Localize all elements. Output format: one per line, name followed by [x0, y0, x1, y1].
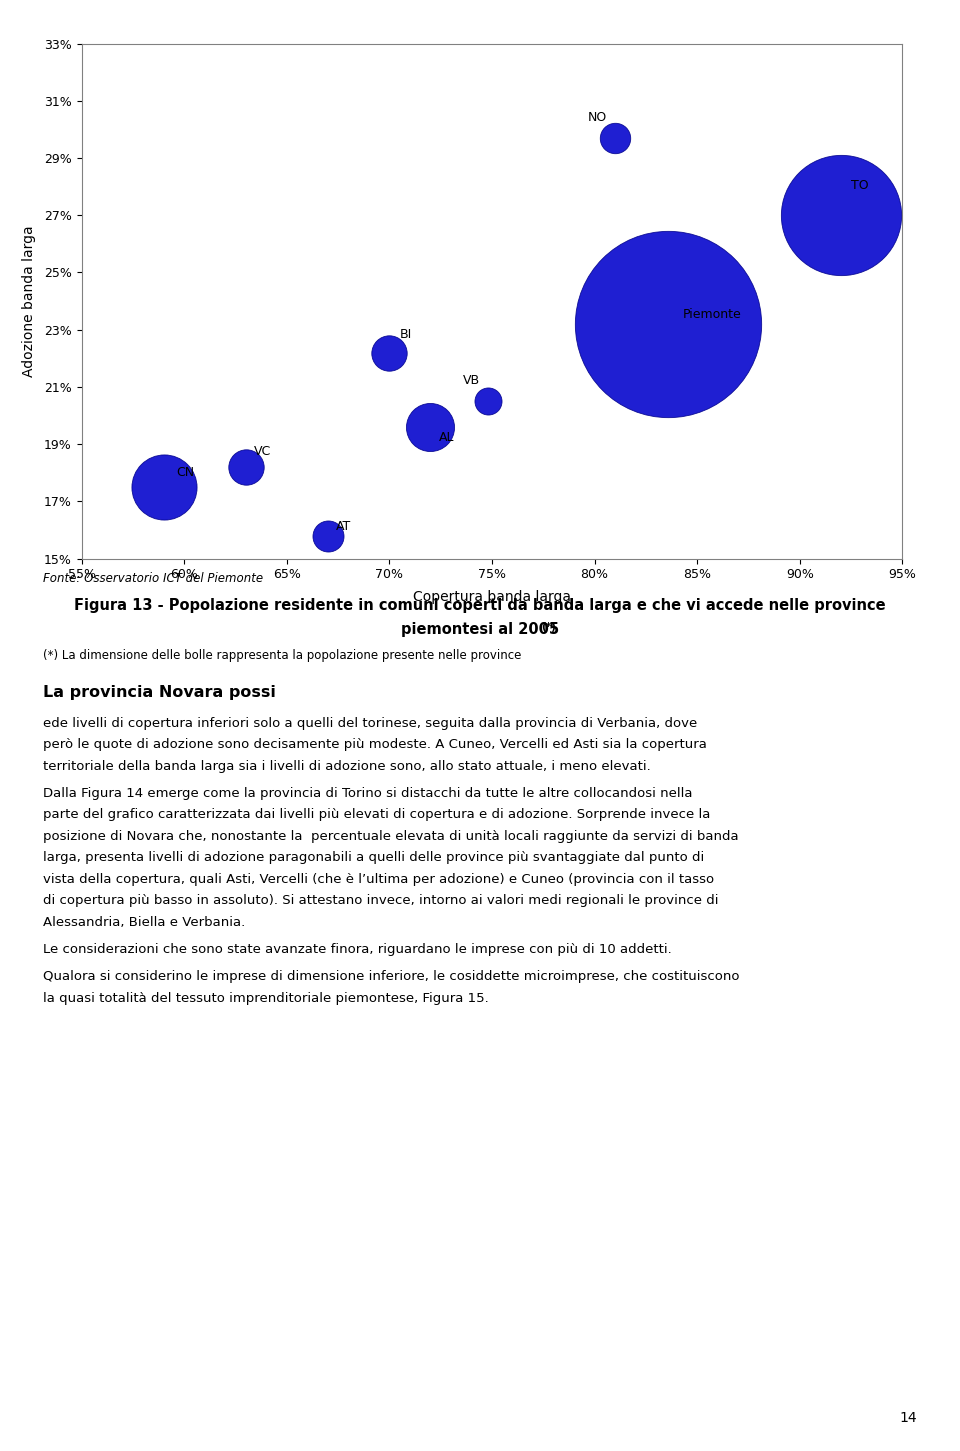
Text: ede livelli di copertura inferiori solo a quelli del torinese, seguita dalla pro: ede livelli di copertura inferiori solo … — [43, 717, 698, 730]
Text: CN: CN — [176, 466, 194, 479]
Y-axis label: Adozione banda larga: Adozione banda larga — [22, 225, 36, 377]
Text: 14: 14 — [900, 1410, 917, 1425]
Text: Le considerazioni che sono state avanzate finora, riguardano le imprese con più : Le considerazioni che sono state avanzat… — [43, 943, 672, 956]
Point — [480, 390, 495, 414]
Point — [833, 203, 849, 226]
Text: Figura 13 - Popolazione residente in comuni coperti da banda larga e che vi acce: Figura 13 - Popolazione residente in com… — [74, 598, 886, 612]
Text: posizione di Novara che, nonostante la  percentuale elevata di unità locali ragg: posizione di Novara che, nonostante la p… — [43, 830, 739, 843]
Text: però le quote di adozione sono decisamente più modeste. A Cuneo, Vercelli ed Ast: però le quote di adozione sono decisamen… — [43, 739, 708, 752]
Text: TO: TO — [852, 180, 869, 193]
Text: Piemonte: Piemonte — [683, 308, 741, 321]
Text: vista della copertura, quali Asti, Vercelli (che è l’ultima per adozione) e Cune: vista della copertura, quali Asti, Verce… — [43, 874, 714, 887]
Text: (*): (*) — [541, 622, 556, 633]
Text: la quasi totalità del tessuto imprenditoriale piemontese, Figura 15.: la quasi totalità del tessuto imprendito… — [43, 992, 489, 1006]
Point — [422, 415, 438, 438]
Text: di copertura più basso in assoluto). Si attestano invece, intorno ai valori medi: di copertura più basso in assoluto). Si … — [43, 894, 719, 907]
Text: Alessandria, Biella e Verbania.: Alessandria, Biella e Verbania. — [43, 916, 246, 929]
Text: VB: VB — [463, 374, 480, 387]
Point — [238, 456, 253, 479]
Text: VC: VC — [254, 445, 272, 459]
Text: Qualora si considerino le imprese di dimensione inferiore, le cosiddette microim: Qualora si considerino le imprese di dim… — [43, 971, 740, 984]
Text: AL: AL — [439, 431, 454, 444]
Text: Dalla Figura 14 emerge come la provincia di Torino si distacchi da tutte le altr: Dalla Figura 14 emerge come la provincia… — [43, 786, 693, 800]
Point — [382, 341, 397, 364]
Point — [608, 126, 623, 149]
X-axis label: Copertura banda larga: Copertura banda larga — [413, 589, 571, 604]
Text: NO: NO — [588, 110, 607, 123]
Text: Fonte: Osservatorio ICT del Piemonte: Fonte: Osservatorio ICT del Piemonte — [43, 572, 263, 585]
Text: territoriale della banda larga sia i livelli di adozione sono, allo stato attual: territoriale della banda larga sia i liv… — [43, 760, 651, 773]
Text: AT: AT — [336, 519, 351, 533]
Point — [320, 524, 335, 547]
Text: La provincia Novara possi: La provincia Novara possi — [43, 685, 276, 699]
Text: parte del grafico caratterizzata dai livelli più elevati di copertura e di adozi: parte del grafico caratterizzata dai liv… — [43, 808, 710, 821]
Text: BI: BI — [399, 328, 412, 341]
Point — [156, 476, 171, 499]
Text: (*) La dimensione delle bolle rappresenta la popolazione presente nelle province: (*) La dimensione delle bolle rappresent… — [43, 649, 521, 662]
Point — [660, 312, 676, 335]
Text: larga, presenta livelli di adozione paragonabili a quelli delle province più sva: larga, presenta livelli di adozione para… — [43, 852, 705, 865]
Text: piemontesi al 2005: piemontesi al 2005 — [401, 622, 559, 637]
